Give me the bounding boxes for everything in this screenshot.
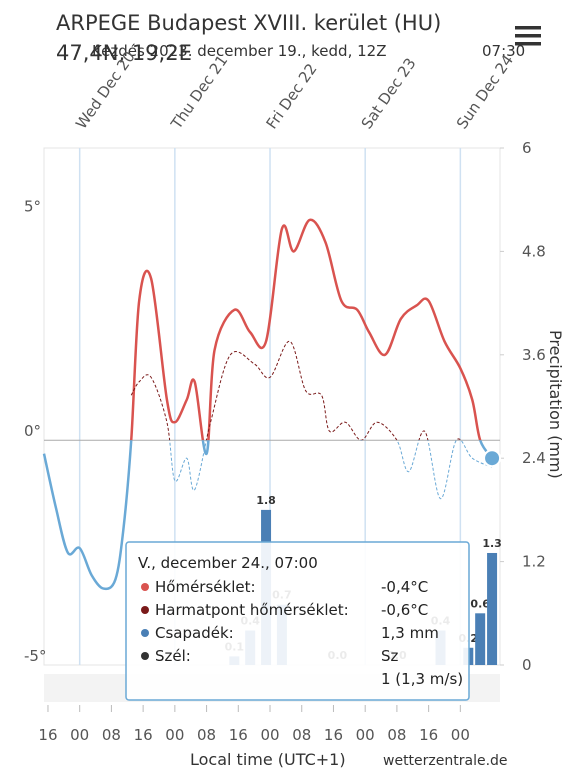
y2-tick-label: 1.2: [522, 553, 546, 571]
lines: [42, 218, 502, 591]
tooltip-value: 1,3 mm: [381, 624, 439, 642]
day-label: Sat Dec 23: [358, 55, 420, 133]
tooltip-dot: [141, 606, 149, 614]
series-line: [42, 440, 494, 591]
x-tick-label: 16: [419, 726, 438, 744]
tooltip-value: -0,4°C: [381, 578, 428, 596]
menu-icon[interactable]: [515, 26, 541, 46]
x-tick-label: 16: [134, 726, 153, 744]
x-tick-label: 00: [451, 726, 470, 744]
precip-label: 0.6: [470, 597, 490, 610]
x-tick-label: 00: [165, 726, 184, 744]
x-tick-label: 00: [70, 726, 89, 744]
x-tick-label: 08: [387, 726, 406, 744]
x-axis-label: Local time (UTC+1): [190, 750, 346, 768]
x-tick-label: 08: [197, 726, 216, 744]
series-line: [129, 218, 482, 441]
precip-bar: [475, 613, 486, 665]
x-tick-label: 16: [38, 726, 57, 744]
chart-title: ARPEGE Budapest XVIII. kerület (HU): [56, 11, 441, 35]
tooltip-label: Hőmérséklet:: [155, 578, 256, 596]
y2-tick-label: 4.8: [522, 242, 546, 260]
tooltip-title: V., december 24., 07:00: [138, 554, 318, 572]
precip-label: 1.3: [482, 537, 502, 550]
x-tick-label: 16: [229, 726, 248, 744]
tooltip-value: -0,6°C: [381, 601, 428, 619]
y-tick-label: 5°: [24, 197, 41, 215]
precip-label: 1.8: [256, 494, 276, 507]
chart-subtitle: 47,4N, 19,2E: [56, 41, 192, 65]
precip-bar: [487, 552, 498, 665]
tooltip-dot: [141, 629, 149, 637]
x-tick-label: 00: [356, 726, 375, 744]
credit: wetterzentrale.de: [383, 753, 508, 768]
day-label: Fri Dec 22: [263, 60, 321, 132]
y2-tick-label: 3.6: [522, 346, 546, 364]
tooltip-dot: [141, 583, 149, 591]
y2-axis-label: Precipitation (mm): [546, 330, 565, 479]
hover-marker: [483, 449, 502, 468]
x-tick-label: 00: [260, 726, 279, 744]
sunrise: 07:30: [482, 42, 525, 60]
tooltip: V., december 24., 07:00 Hőmérséklet: -0,4°…: [125, 541, 470, 701]
run-info: Kezdés 2023. december 19., kedd, 12Z: [92, 42, 386, 60]
series-line: [130, 340, 462, 441]
tooltip-label: Harmatpont hőmérséklet:: [155, 601, 349, 619]
tooltip-label: Csapadék:: [155, 624, 234, 642]
x-tick-label: 08: [102, 726, 121, 744]
day-label: Sun Dec 24: [453, 51, 517, 132]
y2-tick-label: 6: [522, 139, 532, 157]
series-line: [169, 440, 493, 500]
x-tick-label: 16: [324, 726, 343, 744]
y2-tick-label: 0: [522, 656, 532, 674]
tooltip-dot: [141, 652, 149, 660]
tooltip-value: Sz: [381, 647, 399, 665]
tooltip-label: Szél:: [155, 647, 191, 665]
x-tick-label: 08: [292, 726, 311, 744]
y-tick-label: -5°: [24, 647, 46, 665]
y-tick-label: 0°: [24, 422, 41, 440]
y2-tick-label: 2.4: [522, 449, 546, 467]
tooltip-extra: 1 (1,3 m/s): [381, 670, 463, 688]
